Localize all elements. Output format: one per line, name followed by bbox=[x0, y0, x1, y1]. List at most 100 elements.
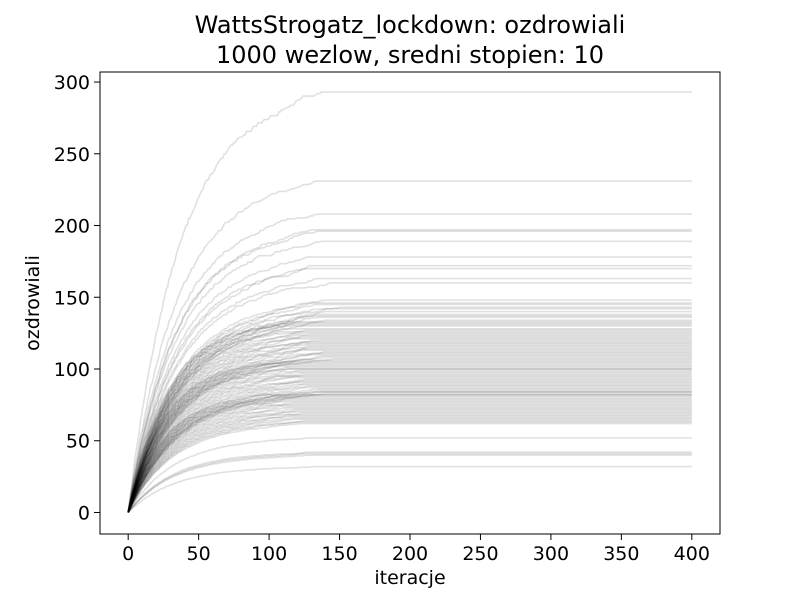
series-line bbox=[127, 454, 692, 513]
series-line bbox=[127, 307, 692, 513]
series-line bbox=[127, 353, 692, 513]
series-line bbox=[127, 319, 692, 513]
series-line bbox=[127, 333, 692, 513]
series-line bbox=[127, 264, 692, 513]
x-tick-label: 50 bbox=[187, 543, 211, 565]
series-line bbox=[127, 329, 692, 513]
series-line bbox=[127, 388, 692, 513]
series-line bbox=[127, 409, 692, 513]
x-tick-label: 400 bbox=[674, 543, 710, 565]
series-line bbox=[127, 396, 692, 513]
chart-title: WattsStrogatz_lockdown: ozdrowiali bbox=[195, 11, 626, 39]
series-line bbox=[127, 418, 692, 513]
series-line bbox=[127, 385, 692, 513]
x-tick-label: 150 bbox=[321, 543, 357, 565]
series-line bbox=[127, 402, 692, 513]
series-line bbox=[127, 229, 692, 512]
y-tick-label: 250 bbox=[54, 144, 90, 166]
series-line bbox=[127, 350, 692, 513]
y-tick-label: 0 bbox=[78, 502, 90, 524]
series-line bbox=[127, 391, 692, 513]
series-line bbox=[127, 348, 692, 513]
series-line bbox=[127, 330, 692, 513]
series-line bbox=[127, 349, 692, 513]
series-line bbox=[127, 338, 692, 513]
series-line bbox=[127, 339, 692, 513]
series-line bbox=[127, 381, 692, 513]
series-line bbox=[127, 362, 692, 513]
series-line bbox=[127, 395, 692, 513]
series-line bbox=[127, 401, 692, 513]
series-line bbox=[127, 392, 692, 513]
series-line bbox=[127, 230, 692, 513]
series-line bbox=[127, 363, 692, 513]
series-line bbox=[127, 343, 692, 513]
series-line bbox=[127, 421, 692, 513]
series-line bbox=[127, 299, 692, 513]
series-line bbox=[127, 406, 692, 513]
series-line bbox=[127, 303, 692, 512]
series-line bbox=[127, 316, 692, 513]
series-line bbox=[127, 313, 692, 513]
series-line bbox=[127, 366, 692, 512]
series-line bbox=[127, 383, 692, 513]
x-tick-label: 200 bbox=[392, 543, 428, 565]
series-line bbox=[127, 422, 692, 513]
series-line bbox=[127, 465, 692, 513]
x-axis-ticks: 0 50 100 150 200 250 300 350 400 bbox=[122, 534, 710, 565]
series-line bbox=[127, 256, 692, 513]
series-line bbox=[127, 414, 692, 513]
series-lines bbox=[127, 91, 692, 513]
series-line bbox=[127, 325, 692, 513]
series-line bbox=[127, 213, 692, 513]
series-line bbox=[127, 361, 692, 513]
chart-subtitle: 1000 wezlow, sredni stopien: 10 bbox=[216, 41, 604, 69]
series-line bbox=[127, 394, 692, 513]
series-line bbox=[127, 365, 692, 513]
series-line bbox=[127, 359, 692, 512]
x-tick-label: 300 bbox=[533, 543, 569, 565]
series-line bbox=[127, 368, 692, 513]
series-line bbox=[127, 408, 692, 513]
series-line bbox=[127, 371, 692, 513]
series-line bbox=[127, 336, 692, 513]
series-line bbox=[127, 379, 692, 513]
series-line bbox=[127, 315, 692, 513]
series-line bbox=[127, 419, 692, 513]
series-line bbox=[127, 342, 692, 513]
series-line bbox=[127, 411, 692, 513]
series-line bbox=[127, 180, 692, 513]
x-tick-label: 0 bbox=[122, 543, 134, 565]
series-line bbox=[127, 355, 692, 513]
x-tick-label: 100 bbox=[251, 543, 287, 565]
series-line bbox=[127, 282, 692, 513]
x-axis-label: iteracje bbox=[374, 567, 445, 589]
series-line bbox=[127, 328, 692, 513]
series-line bbox=[127, 452, 692, 513]
series-line bbox=[127, 389, 692, 513]
series-line bbox=[127, 394, 692, 513]
series-line bbox=[127, 412, 692, 513]
series-line bbox=[127, 404, 692, 513]
y-axis-label: ozdrowiali bbox=[22, 255, 44, 351]
series-line bbox=[127, 451, 692, 513]
x-tick-label: 350 bbox=[603, 543, 639, 565]
x-tick-label: 250 bbox=[462, 543, 498, 565]
series-line bbox=[127, 302, 692, 513]
series-line bbox=[127, 346, 692, 513]
y-axis-ticks: 0 50 100 150 200 250 300 bbox=[54, 72, 100, 524]
series-line bbox=[127, 369, 692, 513]
series-line bbox=[127, 340, 692, 513]
series-line bbox=[127, 378, 692, 513]
plot-area bbox=[99, 71, 721, 535]
y-tick-label: 100 bbox=[54, 359, 90, 381]
series-line bbox=[127, 267, 692, 512]
series-line bbox=[127, 323, 692, 512]
y-tick-label: 200 bbox=[54, 216, 90, 238]
series-line bbox=[127, 356, 692, 513]
series-line bbox=[127, 437, 692, 513]
series-line bbox=[127, 416, 692, 513]
series-line bbox=[127, 310, 692, 513]
series-line bbox=[127, 306, 692, 513]
